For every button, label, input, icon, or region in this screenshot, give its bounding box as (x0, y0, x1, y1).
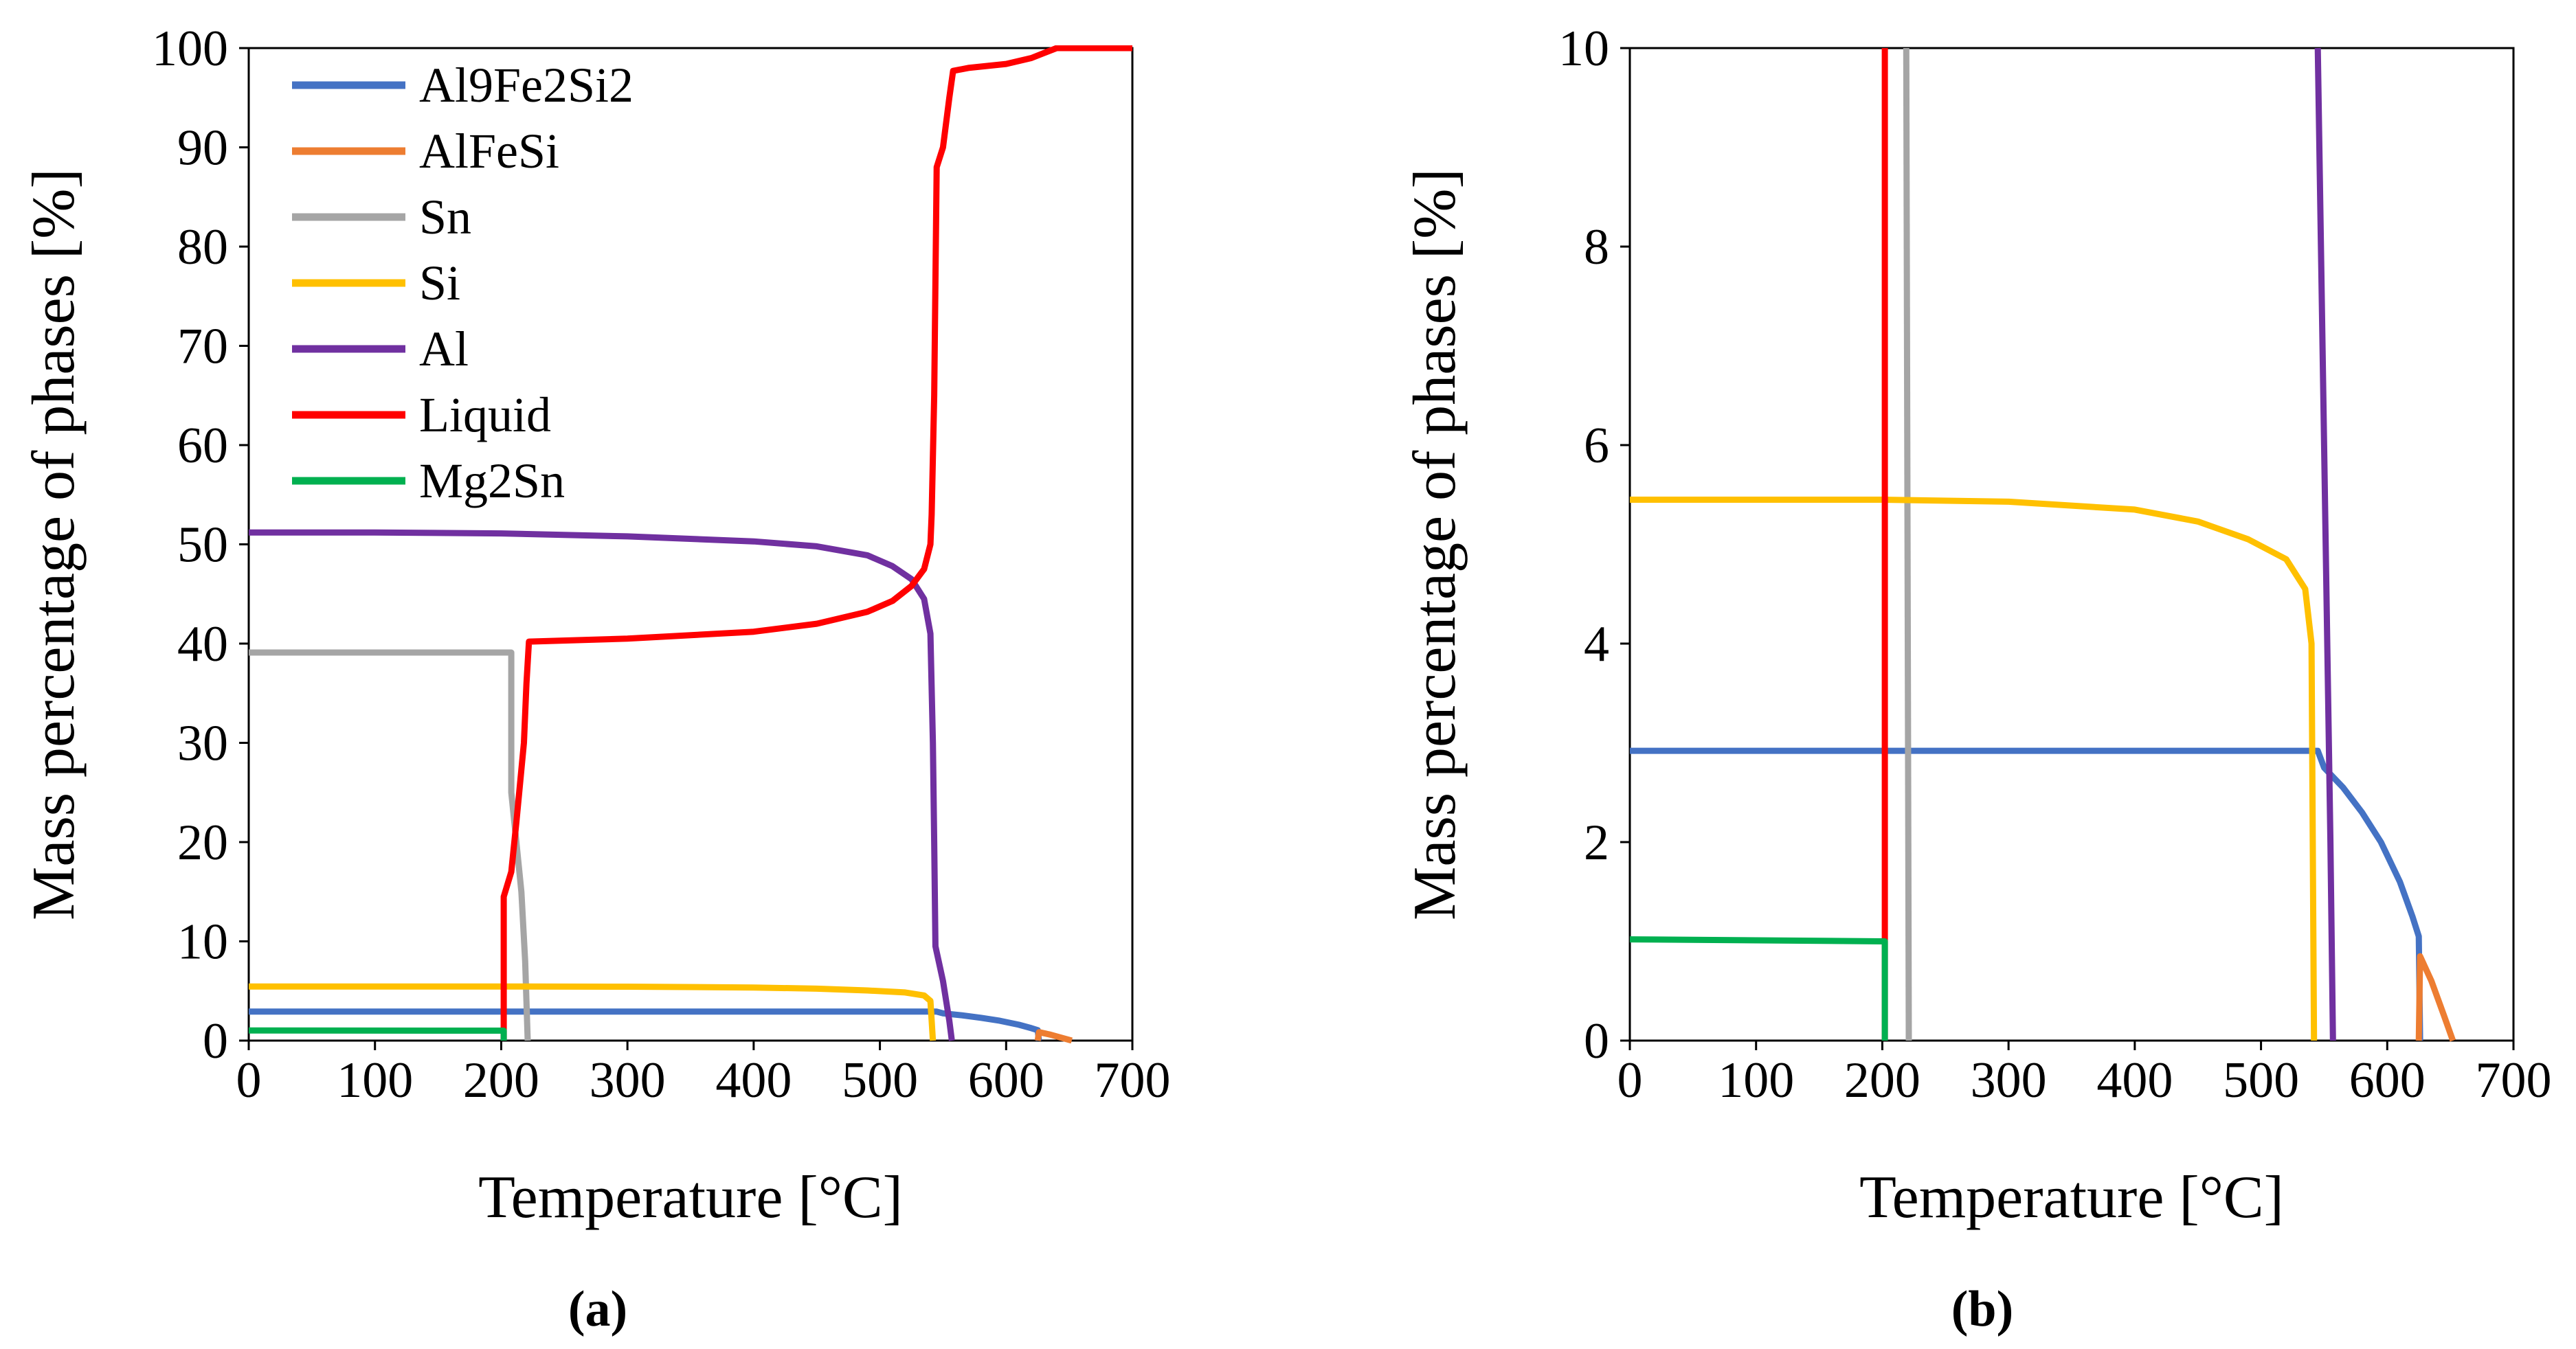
y-tick-label: 4 (1584, 616, 1609, 672)
series-line-sn (249, 649, 531, 1041)
series-line-mg2sn (249, 1027, 507, 1041)
series-line-si (249, 983, 937, 1041)
y-tick-label: 6 (1584, 418, 1609, 474)
y-tick-label: 20 (177, 815, 228, 871)
chart-panel-a: 0 100 200 300 400 500 600 700 0 10 20 30 40 50 60 70 80 9… (21, 21, 1171, 1337)
y-tick-label: 10 (1558, 21, 1609, 77)
x-tick-label: 100 (337, 1052, 413, 1109)
x-tick-label: 600 (2349, 1052, 2426, 1109)
y-tick-label: 0 (1584, 1013, 1609, 1069)
series-line-al9fe2si2 (249, 1008, 1042, 1041)
y-tick-label: 90 (177, 120, 228, 177)
panel-caption: (a) (568, 1281, 627, 1337)
x-tick-label: 500 (2223, 1052, 2299, 1109)
series-line-alfesi (1034, 1029, 1073, 1043)
plot-area-frame (1628, 47, 2515, 1042)
x-tick-label: 0 (1617, 1052, 1643, 1109)
x-tick-label: 200 (1844, 1052, 1920, 1109)
x-tick-label: 400 (715, 1052, 792, 1109)
panel-caption: (b) (1951, 1281, 2013, 1337)
y-tick-label: 40 (177, 616, 228, 672)
series-line-al9fe2si2 (1630, 747, 2423, 1041)
legend-label-mg2sn: Mg2Sn (419, 453, 565, 508)
x-tick-label: 300 (1971, 1052, 2047, 1109)
x-tick-label: 400 (2096, 1052, 2173, 1109)
series-line-alfesi (2415, 953, 2456, 1042)
legend-label-liquid: Liquid (419, 387, 551, 442)
y-tick-label: 100 (152, 21, 228, 77)
y-tick-label: 70 (177, 319, 228, 375)
series-line-liquid (500, 45, 1132, 1041)
legend: Al9Fe2Si2 AlFeSi Sn Si Al Liquid Mg2Sn (292, 58, 634, 508)
series-line-mg2sn (1630, 936, 1888, 1041)
x-axis-title: Temperature [°C] (1859, 1164, 2284, 1231)
y-tick-label: 60 (177, 418, 228, 474)
series-line-sn (1903, 47, 1912, 1041)
x-tick-label: 700 (2476, 1052, 2552, 1109)
chart-panel-b: 0 100 200 300 400 500 600 700 0 2 4 6 8 10 Temperature… (1402, 21, 2552, 1337)
plot-area-frame (247, 47, 1134, 1042)
y-axis-title: Mass percentage of phases [%] (1402, 168, 1468, 920)
x-tick-label: 500 (842, 1052, 918, 1109)
legend-label-sn: Sn (419, 190, 471, 245)
series-line-si (1630, 497, 2318, 1041)
x-tick-label: 600 (968, 1052, 1044, 1109)
legend-label-al: Al (419, 321, 469, 376)
series-line-al (249, 529, 955, 1041)
x-axis-title: Temperature [°C] (478, 1164, 903, 1231)
y-tick-label: 10 (177, 914, 228, 971)
y-axis-title: Mass percentage of phases [%] (21, 168, 87, 920)
y-tick-label: 8 (1584, 219, 1609, 275)
x-tick-label: 700 (1095, 1052, 1171, 1109)
y-tick-label: 2 (1584, 815, 1609, 871)
y-tick-label: 80 (177, 219, 228, 275)
legend-label-si: Si (419, 256, 460, 310)
series-group (1630, 47, 2456, 1042)
y-tick-label: 30 (177, 716, 228, 772)
x-tick-label: 100 (1718, 1052, 1794, 1109)
series-group (249, 45, 1132, 1043)
x-tick-label: 200 (463, 1052, 539, 1109)
legend-label-alfesi: AlFeSi (419, 124, 559, 179)
x-tick-label: 300 (590, 1052, 666, 1109)
legend-label-al9fe2si2: Al9Fe2Si2 (419, 58, 634, 113)
x-tick-label: 0 (236, 1052, 262, 1109)
series-line-al (2314, 47, 2336, 1041)
y-tick-label: 50 (177, 517, 228, 574)
y-tick-label: 0 (203, 1013, 228, 1069)
